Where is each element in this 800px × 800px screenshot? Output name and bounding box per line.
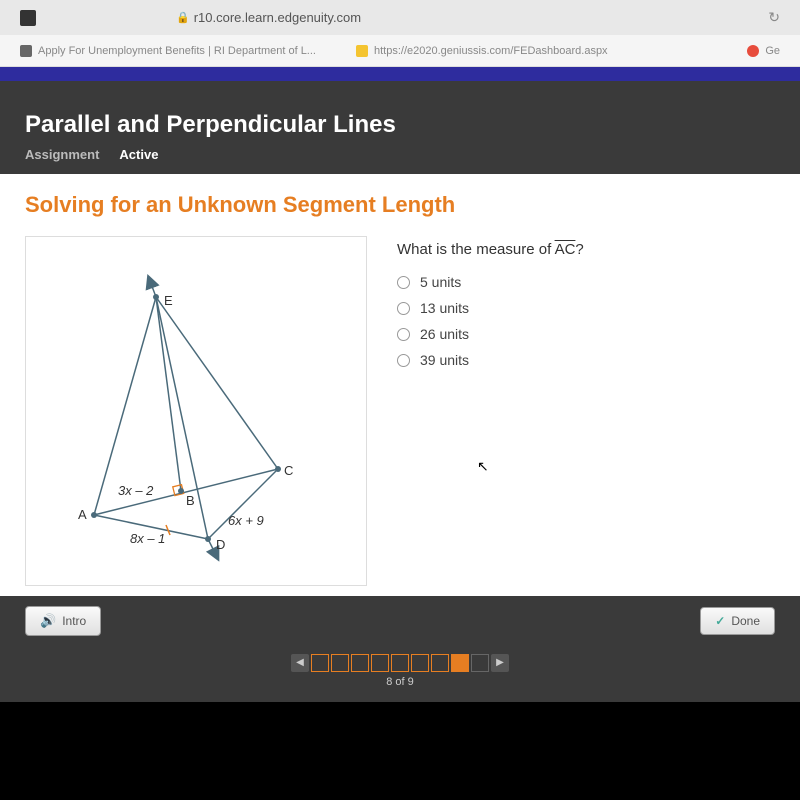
option-label: 5 units bbox=[420, 274, 461, 290]
option[interactable]: 13 units bbox=[397, 300, 775, 316]
option[interactable]: 39 units bbox=[397, 352, 775, 368]
progress-box-current[interactable] bbox=[451, 654, 469, 672]
lesson-header: Parallel and Perpendicular Lines Assignm… bbox=[0, 81, 800, 174]
question-text: What is the measure of AC? bbox=[397, 241, 775, 258]
bookmark-icon bbox=[20, 45, 32, 57]
progress-box[interactable] bbox=[471, 654, 489, 672]
speaker-icon: 🔊 bbox=[40, 613, 56, 629]
progress-box[interactable] bbox=[391, 654, 409, 672]
reload-icon[interactable]: ↻ bbox=[768, 9, 780, 26]
label-CD: 6x + 9 bbox=[228, 513, 264, 528]
intro-button[interactable]: 🔊 Intro bbox=[25, 606, 101, 636]
svg-text:D: D bbox=[216, 537, 225, 552]
lock-icon: 🔒 bbox=[176, 11, 190, 24]
option-label: 39 units bbox=[420, 352, 469, 368]
bookmark-item[interactable]: Apply For Unemployment Benefits | RI Dep… bbox=[20, 45, 316, 57]
radio-icon[interactable] bbox=[397, 276, 410, 289]
bookmark-label: https://e2020.geniussis.com/FEDashboard.… bbox=[374, 45, 608, 57]
progress-area: ◀ ▶ 8 of 9 bbox=[0, 646, 800, 702]
intro-label: Intro bbox=[62, 614, 86, 628]
check-icon: ✓ bbox=[715, 614, 725, 628]
progress-box[interactable] bbox=[311, 654, 329, 672]
done-button[interactable]: ✓ Done bbox=[700, 607, 775, 635]
label-E: E bbox=[164, 293, 173, 308]
lesson-title: Parallel and Perpendicular Lines bbox=[25, 111, 775, 139]
bookmark-label: Apply For Unemployment Benefits | RI Dep… bbox=[38, 45, 316, 57]
footer-bar: 🔊 Intro ✓ Done bbox=[0, 596, 800, 646]
svg-text:A: A bbox=[78, 507, 87, 522]
bookmarks-bar: Apply For Unemployment Benefits | RI Dep… bbox=[0, 35, 800, 67]
progress-box[interactable] bbox=[371, 654, 389, 672]
bookmark-item[interactable]: Ge bbox=[747, 45, 780, 57]
shield-icon bbox=[20, 10, 36, 26]
option[interactable]: 26 units bbox=[397, 326, 775, 342]
bookmark-icon bbox=[356, 45, 368, 57]
bookmark-item[interactable]: https://e2020.geniussis.com/FEDashboard.… bbox=[356, 45, 608, 57]
svg-text:C: C bbox=[284, 463, 293, 478]
blue-divider bbox=[0, 67, 800, 81]
progress-box[interactable] bbox=[411, 654, 429, 672]
progress-box[interactable] bbox=[331, 654, 349, 672]
question-panel: What is the measure of AC? 5 units 13 un… bbox=[397, 236, 775, 586]
radio-icon[interactable] bbox=[397, 302, 410, 315]
label-AD: 8x – 1 bbox=[130, 531, 165, 546]
next-arrow-icon[interactable]: ▶ bbox=[491, 654, 509, 672]
prev-arrow-icon[interactable]: ◀ bbox=[291, 654, 309, 672]
geometry-diagram: E A B C D 3x – 2 8x – 1 6x + 9 bbox=[26, 237, 366, 587]
radio-icon[interactable] bbox=[397, 328, 410, 341]
progress-box[interactable] bbox=[431, 654, 449, 672]
progress-box[interactable] bbox=[351, 654, 369, 672]
content-area: Solving for an Unknown Segment Length bbox=[0, 174, 800, 596]
diagram-panel: E A B C D 3x – 2 8x – 1 6x + 9 bbox=[25, 236, 367, 586]
bookmark-icon bbox=[747, 45, 759, 57]
label-AB: 3x – 2 bbox=[118, 483, 154, 498]
bookmark-label: Ge bbox=[765, 45, 780, 57]
option-label: 26 units bbox=[420, 326, 469, 342]
option-label: 13 units bbox=[420, 300, 469, 316]
options-list: 5 units 13 units 26 units 39 units bbox=[397, 274, 775, 368]
svg-text:B: B bbox=[186, 493, 195, 508]
url-text: r10.core.learn.edgenuity.com bbox=[194, 10, 769, 25]
section-title: Solving for an Unknown Segment Length bbox=[25, 192, 775, 218]
tab-active[interactable]: Active bbox=[119, 147, 158, 162]
done-label: Done bbox=[731, 614, 760, 628]
tab-assignment[interactable]: Assignment bbox=[25, 147, 99, 162]
option[interactable]: 5 units bbox=[397, 274, 775, 290]
progress-text: 8 of 9 bbox=[0, 676, 800, 688]
cursor-icon: ↖ bbox=[477, 458, 800, 475]
radio-icon[interactable] bbox=[397, 354, 410, 367]
